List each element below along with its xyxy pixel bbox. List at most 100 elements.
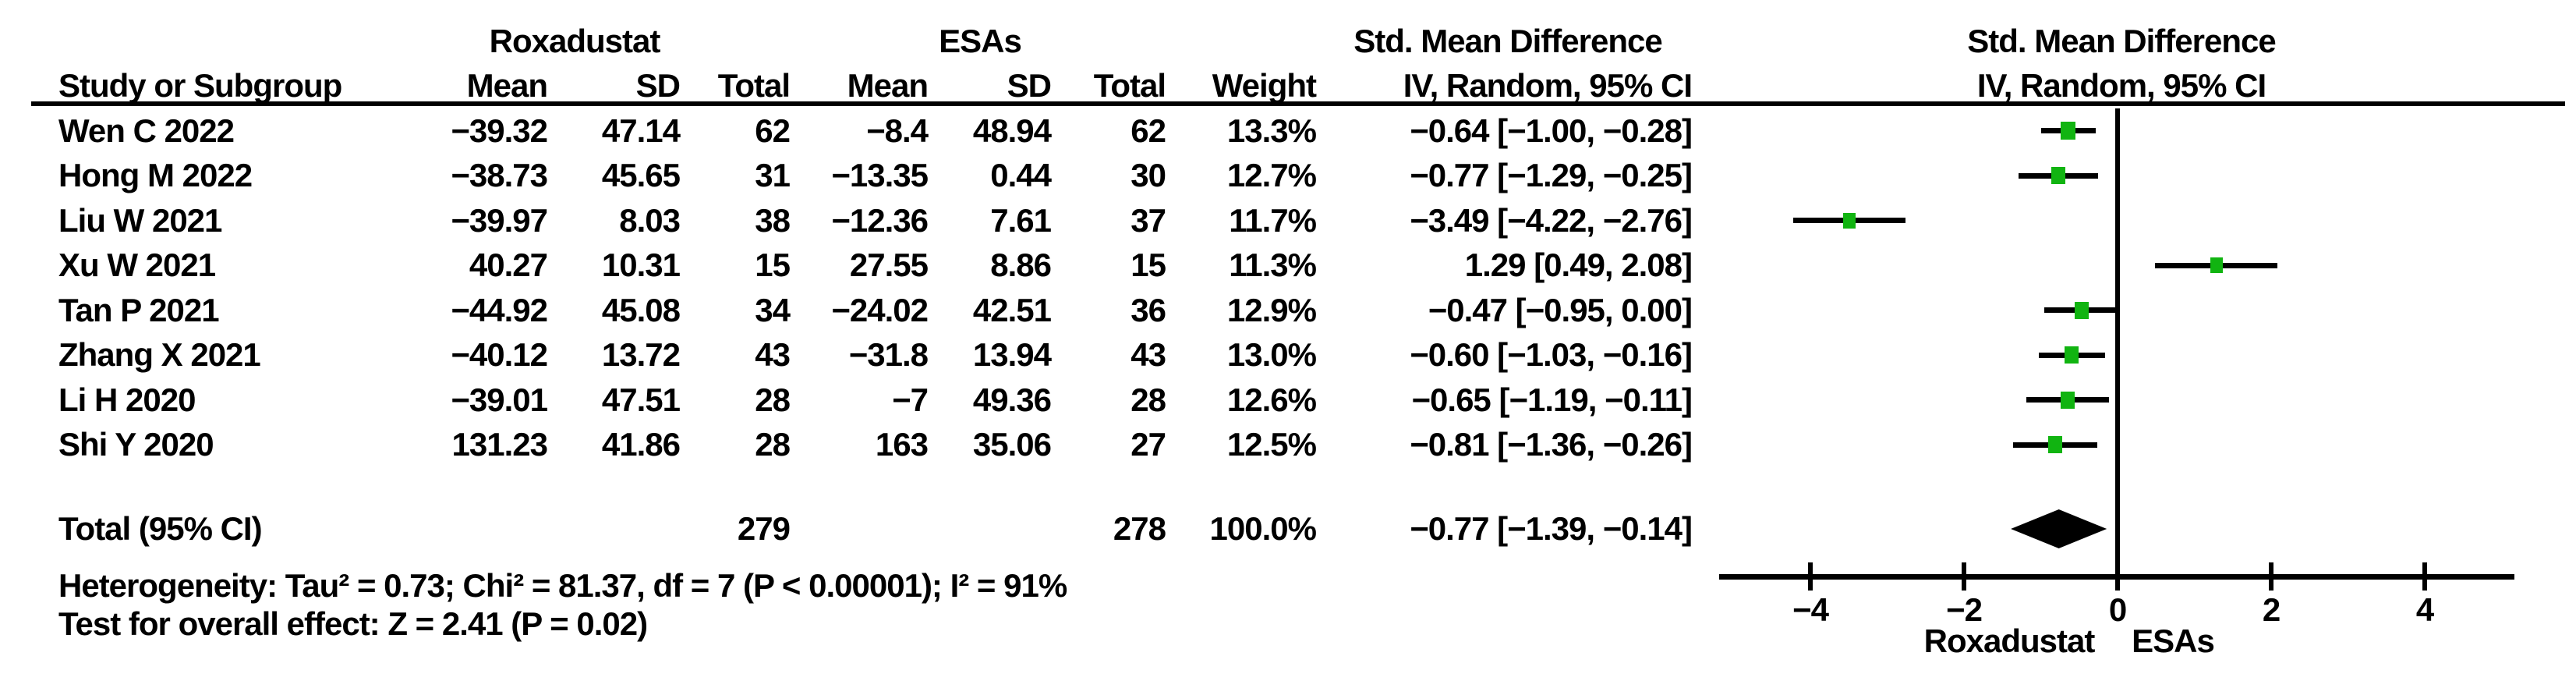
col-header-study: Study or Subgroup — [58, 67, 342, 104]
favours-right-label: ESAs — [2132, 622, 2215, 659]
group-header-esas: ESAs — [939, 23, 1022, 59]
weight-cell: 12.9% — [1226, 291, 1317, 328]
ci-cell: 1.29 [0.49, 2.08] — [1464, 247, 1693, 284]
total1-cell: 62 — [755, 112, 791, 149]
weight-cell: 13.3% — [1226, 112, 1317, 149]
x-tick — [2115, 562, 2120, 591]
sd1-cell: 47.14 — [601, 112, 681, 149]
mean1-cell: −39.97 — [451, 201, 548, 239]
mean2-cell: −8.4 — [866, 112, 929, 149]
x-tick — [1962, 562, 1966, 591]
total2-cell: 28 — [1131, 381, 1166, 418]
mean1-cell: −39.32 — [451, 112, 548, 149]
heterogeneity-text: Heterogeneity: Tau² = 0.73; Chi² = 81.37… — [58, 567, 1067, 604]
ci-cell: −0.60 [−1.03, −0.16] — [1410, 336, 1693, 374]
sd2-cell: 7.61 — [990, 201, 1052, 239]
mean1-cell: 131.23 — [451, 426, 548, 463]
plot-header-line1: Std. Mean Difference — [1967, 23, 2276, 59]
total-label: Total (95% CI) — [58, 509, 263, 547]
sd2-cell: 48.94 — [972, 112, 1052, 149]
effect-marker — [1843, 212, 1856, 229]
mean2-cell: 163 — [875, 426, 929, 463]
weight-cell: 12.7% — [1226, 157, 1317, 194]
total-n2: 278 — [1113, 509, 1166, 547]
header-divider — [31, 101, 2565, 106]
col-header-weight: Weight — [1212, 67, 1317, 104]
summary-diamond — [2011, 509, 2107, 548]
total1-cell: 15 — [755, 247, 791, 284]
zero-line — [2115, 108, 2120, 576]
x-tick-label: 2 — [2262, 591, 2281, 628]
study-table: Wen C 2022 −39.32 47.14 62 −8.4 48.94 62… — [58, 108, 1693, 467]
total2-cell: 30 — [1131, 157, 1166, 194]
total1-cell: 34 — [755, 291, 791, 328]
mean2-cell: −24.02 — [831, 291, 929, 328]
sd1-cell: 41.86 — [601, 426, 681, 463]
sd1-cell: 45.65 — [601, 157, 681, 194]
ci-cell: −0.64 [−1.00, −0.28] — [1410, 112, 1693, 149]
col-header-mean2: Mean — [847, 67, 929, 104]
col-header-total2: Total — [1093, 67, 1166, 104]
sd1-cell: 10.31 — [601, 247, 681, 284]
mean2-cell: −13.35 — [831, 157, 929, 194]
effect-marker — [2210, 257, 2224, 274]
col-header-sd1: SD — [635, 67, 681, 104]
sd1-cell: 13.72 — [601, 336, 681, 374]
x-tick — [2422, 562, 2427, 591]
mean1-cell: −39.01 — [451, 381, 548, 418]
total-n1: 279 — [737, 509, 791, 547]
effect-marker — [2061, 122, 2076, 140]
study-label: Hong M 2022 — [58, 157, 253, 194]
weight-cell: 11.7% — [1229, 201, 1317, 239]
study-label: Wen C 2022 — [58, 112, 235, 149]
study-label: Liu W 2021 — [58, 201, 222, 239]
sd2-cell: 13.94 — [972, 336, 1052, 374]
total-weight: 100.0% — [1209, 509, 1317, 547]
total2-cell: 37 — [1131, 201, 1166, 239]
total-row: Total (95% CI) 279 278 100.0% −0.77 [−1.… — [58, 506, 1693, 552]
col-header-sd2: SD — [1007, 67, 1052, 104]
total1-cell: 38 — [755, 201, 791, 239]
ci-cell: −0.65 [−1.19, −0.11] — [1411, 381, 1693, 418]
effect-marker — [2060, 391, 2075, 409]
sd1-cell: 45.08 — [601, 291, 681, 328]
effect-marker — [2051, 167, 2066, 185]
col-header-total1: Total — [717, 67, 791, 104]
mean2-cell: 27.55 — [849, 247, 929, 284]
col-header-mean1: Mean — [466, 67, 548, 104]
plot-header-line2: IV, Random, 95% CI — [1976, 67, 2266, 104]
ci-cell: −0.81 [−1.36, −0.26] — [1410, 426, 1693, 463]
mean2-cell: −31.8 — [848, 336, 929, 374]
sd2-cell: 8.86 — [990, 247, 1052, 284]
study-label: Tan P 2021 — [58, 291, 220, 328]
weight-cell: 12.6% — [1226, 381, 1317, 418]
mean1-cell: −38.73 — [451, 157, 548, 194]
mean1-cell: 40.27 — [469, 247, 548, 284]
sd2-cell: 35.06 — [972, 426, 1052, 463]
sd2-cell: 42.51 — [972, 291, 1052, 328]
overall-effect-text: Test for overall effect: Z = 2.41 (P = 0… — [58, 605, 648, 642]
x-tick — [2269, 562, 2273, 591]
effect-marker — [2074, 301, 2089, 319]
ci-cell: −3.49 [−4.22, −2.76] — [1410, 201, 1693, 239]
mean1-cell: −44.92 — [451, 291, 548, 328]
col-header-ci: IV, Random, 95% CI — [1403, 67, 1693, 104]
ci-cell: −0.47 [−0.95, 0.00] — [1428, 291, 1693, 328]
effect-marker — [2048, 436, 2063, 454]
favours-left-label: Roxadustat — [1923, 622, 2096, 659]
weight-cell: 11.3% — [1229, 247, 1317, 284]
weight-cell: 12.5% — [1226, 426, 1317, 463]
x-tick-label: 4 — [2415, 591, 2434, 628]
total1-cell: 28 — [755, 426, 791, 463]
total2-cell: 36 — [1131, 291, 1166, 328]
mean2-cell: −12.36 — [831, 201, 929, 239]
sd2-cell: 0.44 — [990, 157, 1052, 194]
mean1-cell: −40.12 — [451, 336, 548, 374]
group-header-effect-left: Std. Mean Difference — [1353, 23, 1662, 59]
x-tick-label: 0 — [2108, 591, 2127, 628]
total-ci: −0.77 [−1.39, −0.14] — [1410, 509, 1693, 547]
total2-cell: 62 — [1131, 112, 1166, 149]
sd1-cell: 47.51 — [601, 381, 681, 418]
x-tick-label: −4 — [1792, 591, 1829, 628]
